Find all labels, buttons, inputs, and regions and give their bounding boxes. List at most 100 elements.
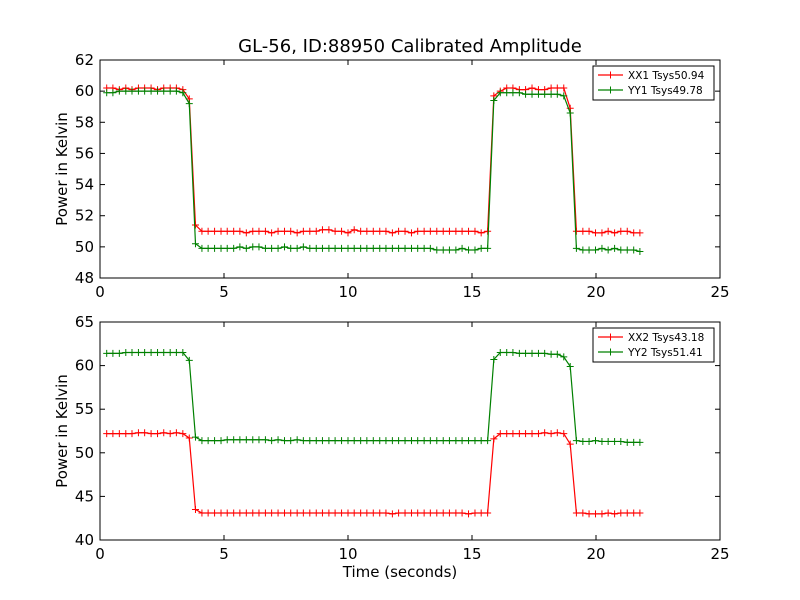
data-point [191, 433, 199, 441]
legend-label: YY2 Tsys51.41 [627, 347, 703, 359]
data-point [592, 437, 600, 445]
data-point [503, 430, 511, 438]
data-point [255, 243, 263, 251]
data-point [318, 244, 326, 252]
data-point [325, 226, 333, 234]
bottom-amplitude-panel: 0 5 10 15 20 25 40 45 50 55 60 65 Power in Kelvin Tim… [53, 313, 730, 581]
x-tick-label: 0 [95, 545, 105, 563]
data-point [636, 248, 644, 256]
data-point [109, 430, 117, 438]
data-point [585, 246, 593, 254]
data-point [458, 437, 466, 445]
data-point [293, 229, 301, 237]
data-point [198, 227, 206, 235]
data-point [134, 429, 142, 437]
data-point [547, 430, 555, 438]
y-tick-label: 60 [75, 82, 94, 100]
legend-item: YY1 Tsys49.78 [598, 85, 703, 97]
data-point [223, 436, 231, 444]
data-point [255, 436, 263, 444]
data-point [420, 244, 428, 252]
data-point [471, 509, 479, 517]
data-point [534, 90, 542, 98]
data-point [141, 349, 149, 357]
data-point [585, 437, 593, 445]
x-tick-label: 25 [710, 545, 729, 563]
data-point [623, 246, 631, 254]
data-point [185, 356, 193, 364]
data-point [388, 244, 396, 252]
y-tick-label: 55 [75, 400, 94, 418]
x-tick-label: 10 [338, 545, 357, 563]
data-point [312, 437, 320, 445]
data-point [592, 229, 600, 237]
data-point [439, 246, 447, 254]
data-point [369, 509, 377, 517]
data-point [223, 244, 231, 252]
axes-frame [99, 321, 721, 541]
data-point [198, 509, 206, 517]
data-point [141, 87, 149, 95]
data-point [204, 244, 212, 252]
data-point [261, 227, 269, 235]
data-point [185, 100, 193, 108]
data-point [623, 438, 631, 446]
data-point [154, 430, 162, 438]
legend-label: YY1 Tsys49.78 [627, 85, 703, 97]
data-point [522, 349, 530, 357]
data-point [255, 509, 263, 517]
data-point [325, 244, 333, 252]
data-point [592, 510, 600, 518]
data-point [484, 227, 492, 235]
x-tick-label: 20 [586, 545, 605, 563]
data-point [414, 509, 422, 517]
data-point [490, 435, 498, 443]
data-point [318, 437, 326, 445]
data-point [439, 509, 447, 517]
data-point [230, 227, 238, 235]
data-point [541, 90, 549, 98]
data-point [172, 87, 180, 95]
data-point [401, 244, 409, 252]
data-point [515, 349, 523, 357]
data-point [134, 87, 142, 95]
data-point [579, 509, 587, 517]
data-point [439, 437, 447, 445]
y-tick-label: 56 [75, 144, 94, 162]
data-point [230, 436, 238, 444]
y-tick-label: 58 [75, 113, 94, 131]
plot-area [103, 349, 644, 518]
data-point [490, 96, 498, 104]
data-point [484, 509, 492, 517]
data-point [191, 221, 199, 229]
data-point [344, 229, 352, 237]
data-point [128, 87, 136, 95]
data-point [630, 246, 638, 254]
data-point [515, 430, 523, 438]
data-point [141, 429, 149, 437]
data-point [369, 227, 377, 235]
data-point [211, 244, 219, 252]
data-point [154, 349, 162, 357]
data-point [147, 87, 155, 95]
data-point [249, 227, 257, 235]
legend-box [592, 65, 715, 101]
data-point [528, 84, 536, 92]
data-point [376, 244, 384, 252]
data-point [566, 362, 574, 370]
data-point [318, 509, 326, 517]
data-point [528, 349, 536, 357]
data-point [109, 89, 117, 97]
data-point [122, 349, 130, 357]
data-point [560, 84, 568, 92]
data-point [369, 244, 377, 252]
legend-marker [607, 71, 614, 79]
data-point [211, 437, 219, 445]
data-point [433, 227, 441, 235]
data-point [325, 437, 333, 445]
data-point [401, 509, 409, 517]
data-point [604, 246, 612, 254]
data-point [115, 430, 123, 438]
data-point [217, 509, 225, 517]
data-point [477, 437, 485, 445]
